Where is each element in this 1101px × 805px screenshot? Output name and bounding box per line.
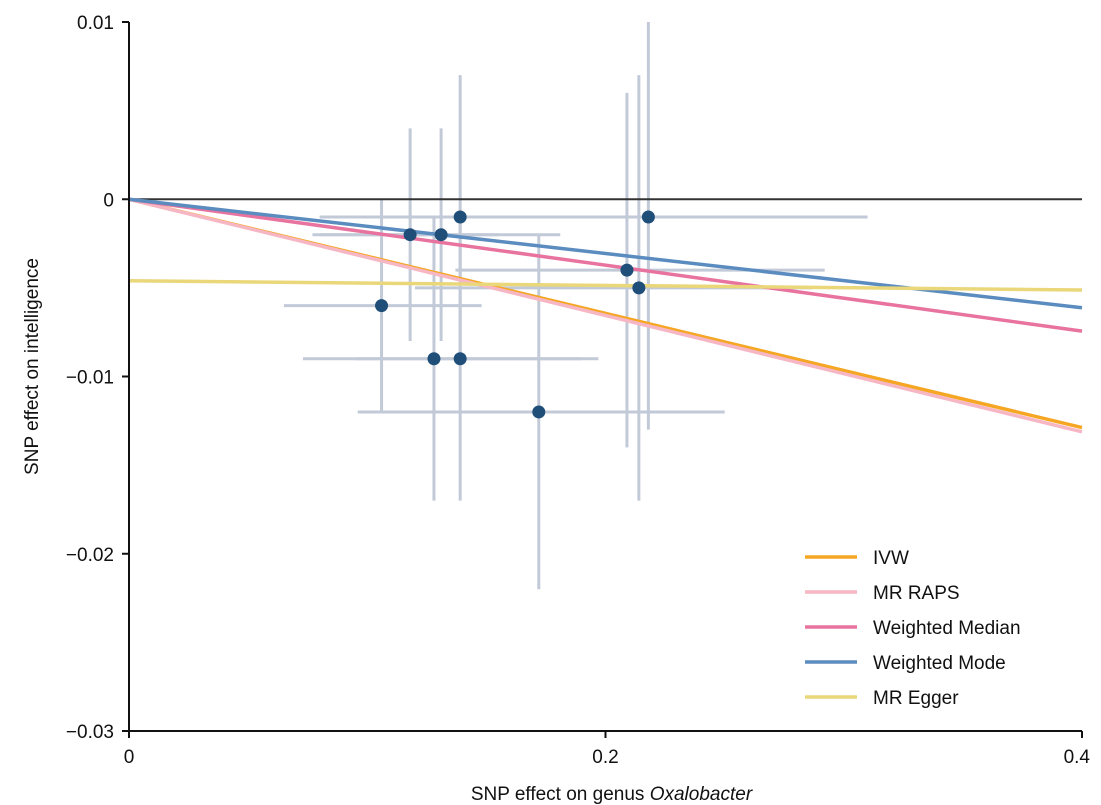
x-axis-title-main: SNP effect on genus — [471, 784, 650, 805]
data-point-7 — [532, 405, 546, 419]
x-tick-label: 0.4 — [1064, 747, 1091, 768]
data-point-3 — [427, 352, 441, 366]
line-weighted-median — [128, 197, 1083, 333]
line-mr-egger — [128, 279, 1083, 292]
data-point-6 — [453, 352, 467, 366]
legend-label: MR Egger — [873, 688, 959, 709]
data-point-8 — [620, 263, 634, 277]
y-tick-label: −0.01 — [66, 368, 114, 389]
x-axis-title: SNP effect on genus Oxalobacter — [471, 784, 753, 805]
legend-label: Weighted Median — [873, 618, 1021, 639]
legend-label: Weighted Mode — [873, 653, 1006, 674]
data-point-1 — [375, 299, 389, 313]
y-tick-label: −0.02 — [66, 545, 114, 566]
data-point-2 — [403, 228, 417, 242]
y-tick-label: 0.01 — [77, 13, 114, 34]
regression-lines — [128, 197, 1083, 434]
x-tick-label: 0 — [124, 747, 135, 768]
data-point-4 — [434, 228, 448, 242]
data-point-9 — [632, 281, 646, 295]
line-mr-raps — [128, 197, 1083, 434]
data-point-5 — [453, 210, 467, 224]
legend-label: MR RAPS — [873, 583, 960, 604]
y-axis-ticks: 0.01 0 −0.01 −0.02 −0.03 — [66, 13, 129, 743]
x-axis-ticks: 0 0.2 0.4 — [124, 731, 1091, 768]
y-axis-title: SNP effect on intelligence — [22, 258, 43, 475]
y-tick-label: −0.03 — [66, 722, 114, 743]
data-point-10 — [641, 210, 655, 224]
legend: IVW MR RAPS Weighted Median Weighted Mode MR… — [805, 548, 1021, 709]
y-tick-label: 0 — [103, 190, 114, 211]
x-tick-label: 0.2 — [592, 747, 618, 768]
x-axis-title-taxon: Oxalobacter — [650, 784, 753, 805]
legend-label: IVW — [873, 548, 909, 569]
data-points — [375, 210, 655, 419]
